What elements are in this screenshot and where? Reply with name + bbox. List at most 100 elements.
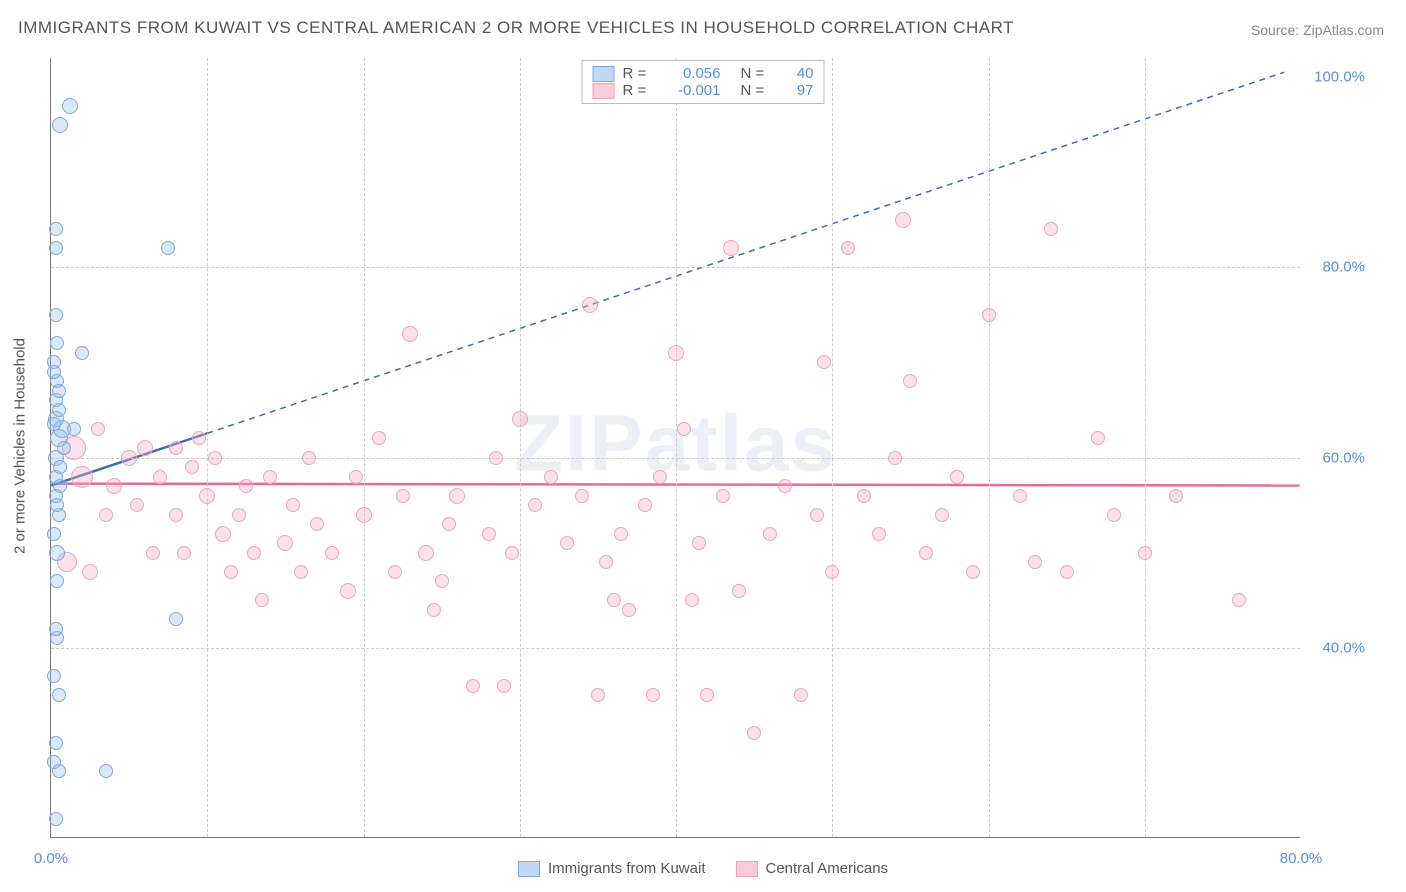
gridline-v (989, 58, 990, 837)
data-point-pink (418, 545, 434, 561)
data-point-blue (52, 117, 68, 133)
data-point-pink (130, 498, 144, 512)
data-point-pink (310, 517, 324, 531)
data-point-pink (1091, 431, 1105, 445)
data-point-pink (82, 564, 98, 580)
r-value: -0.001 (666, 82, 721, 99)
data-point-blue (169, 612, 183, 626)
legend-stat-row: R = -0.001 N = 97 (593, 82, 814, 99)
gridline-v (832, 58, 833, 837)
data-point-pink (560, 536, 574, 550)
data-point-blue (49, 241, 63, 255)
data-point-blue (49, 812, 63, 826)
data-point-pink (99, 508, 113, 522)
plot-area: ZIPatlas 40.0%60.0%80.0%100.0%0.0%80.0% (50, 58, 1300, 838)
n-label: N = (741, 82, 776, 99)
data-point-blue (47, 669, 61, 683)
data-point-pink (950, 470, 964, 484)
data-point-blue (52, 688, 66, 702)
data-point-pink (372, 431, 386, 445)
legend-swatch-pink (735, 861, 757, 877)
data-point-pink (692, 536, 706, 550)
y-tick-label: 100.0% (1314, 69, 1365, 86)
source-label: Source: ZipAtlas.com (1251, 22, 1384, 38)
data-point-blue (49, 545, 65, 561)
data-point-pink (966, 565, 980, 579)
data-point-pink (449, 488, 465, 504)
data-point-pink (888, 451, 902, 465)
data-point-pink (614, 527, 628, 541)
legend-swatch-blue (518, 861, 540, 877)
data-point-pink (723, 240, 739, 256)
data-point-pink (263, 470, 277, 484)
r-label: R = (623, 82, 658, 99)
data-point-pink (778, 479, 792, 493)
data-point-blue (47, 365, 61, 379)
data-point-pink (622, 603, 636, 617)
data-point-pink (591, 688, 605, 702)
data-point-pink (208, 451, 222, 465)
legend-series: Immigrants from Kuwait Central Americans (518, 860, 888, 877)
x-tick-label: 0.0% (34, 850, 68, 867)
data-point-pink (732, 584, 746, 598)
n-value: 97 (784, 82, 814, 99)
data-point-pink (255, 593, 269, 607)
data-point-pink (895, 212, 911, 228)
data-point-pink (91, 422, 105, 436)
data-point-pink (1169, 489, 1183, 503)
data-point-pink (185, 460, 199, 474)
data-point-pink (177, 546, 191, 560)
data-point-pink (232, 508, 246, 522)
data-point-pink (137, 440, 153, 456)
legend-swatch-pink (593, 83, 615, 99)
legend-label: Immigrants from Kuwait (548, 860, 706, 877)
data-point-pink (192, 431, 206, 445)
n-value: 40 (784, 65, 814, 82)
data-point-pink (224, 565, 238, 579)
y-tick-label: 80.0% (1322, 259, 1365, 276)
data-point-pink (1028, 555, 1042, 569)
data-point-blue (47, 417, 61, 431)
data-point-blue (49, 622, 63, 636)
data-point-pink (402, 326, 418, 342)
data-point-blue (49, 308, 63, 322)
data-point-pink (1044, 222, 1058, 236)
data-point-blue (53, 460, 67, 474)
data-point-pink (982, 308, 996, 322)
legend-label: Central Americans (765, 860, 888, 877)
data-point-pink (825, 565, 839, 579)
data-point-pink (482, 527, 496, 541)
data-point-blue (75, 346, 89, 360)
data-point-pink (653, 470, 667, 484)
data-point-pink (685, 593, 699, 607)
gridline-v (207, 58, 208, 837)
data-point-blue (50, 336, 64, 350)
data-point-pink (763, 527, 777, 541)
data-point-pink (528, 498, 542, 512)
data-point-blue (49, 222, 63, 236)
legend-swatch-blue (593, 66, 615, 82)
data-point-pink (1232, 593, 1246, 607)
data-point-pink (466, 679, 480, 693)
data-point-pink (872, 527, 886, 541)
data-point-pink (817, 355, 831, 369)
data-point-blue (50, 574, 64, 588)
data-point-pink (582, 297, 598, 313)
data-point-pink (215, 526, 231, 542)
data-point-pink (435, 574, 449, 588)
n-label: N = (741, 65, 776, 82)
data-point-pink (700, 688, 714, 702)
data-point-pink (71, 466, 93, 488)
data-point-pink (716, 489, 730, 503)
legend-item: Central Americans (735, 860, 888, 877)
data-point-blue (52, 384, 66, 398)
gridline-v (364, 58, 365, 837)
data-point-blue (49, 736, 63, 750)
data-point-blue (99, 764, 113, 778)
data-point-blue (62, 98, 78, 114)
data-point-pink (356, 507, 372, 523)
data-point-pink (668, 345, 684, 361)
data-point-pink (169, 508, 183, 522)
data-point-pink (575, 489, 589, 503)
data-point-pink (505, 546, 519, 560)
